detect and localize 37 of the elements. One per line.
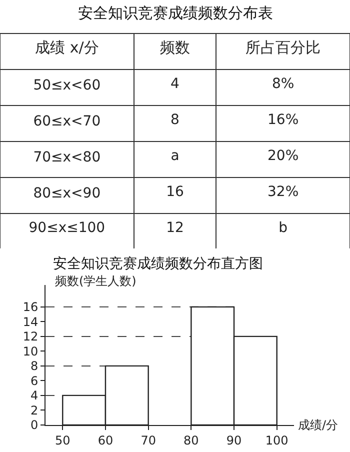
text: 20% <box>268 148 299 164</box>
y-tick-label: 0 <box>30 418 38 432</box>
category-label: 频数 <box>160 38 190 57</box>
text: 安全知识竞赛成绩频数分布表 <box>78 4 273 22</box>
y-tick-label: 2 <box>30 403 38 418</box>
text: 16% <box>268 112 299 128</box>
text: 70≤x<80 <box>33 149 101 166</box>
y-tick-label: 16 <box>22 300 38 314</box>
y-tick-label: 6 <box>30 374 38 388</box>
y-tick-label: 4 <box>30 388 38 403</box>
x-tick-label: 50 <box>55 433 70 448</box>
x-tick-label: 70 <box>140 433 156 448</box>
text: 60≤x<70 <box>33 113 101 130</box>
y-tick-label: 14 <box>22 314 38 329</box>
y-tick-label: 12 <box>22 330 38 344</box>
y-tick-label: 8 <box>30 359 38 374</box>
text: b <box>278 220 288 236</box>
text: 32% <box>268 184 299 200</box>
text: 8% <box>272 76 294 92</box>
y-axis-title: 频数(学生人数) <box>55 274 136 288</box>
text: 8 <box>170 112 180 128</box>
text: 12 <box>166 220 184 236</box>
category-label: 成绩 x/分 <box>35 38 99 57</box>
y-tick-label: 10 <box>22 344 38 358</box>
text: 16 <box>166 184 184 200</box>
category-label: 所占百分比 <box>246 38 321 57</box>
x-tick-label: 60 <box>98 433 114 448</box>
text: a <box>170 148 180 164</box>
text: 50≤x<60 <box>33 77 101 94</box>
x-tick-label: 80 <box>184 433 199 448</box>
text: 80≤x<90 <box>33 185 101 202</box>
chart-title: 安全知识竞赛成绩频数分布直方图 <box>53 256 263 272</box>
x-axis-title: 成绩/分 <box>298 418 338 432</box>
x-tick-label: 100 <box>265 433 288 448</box>
text: 90≤x≤100 <box>28 220 106 236</box>
text: 4 <box>170 76 180 92</box>
x-tick-label: 90 <box>226 433 242 448</box>
